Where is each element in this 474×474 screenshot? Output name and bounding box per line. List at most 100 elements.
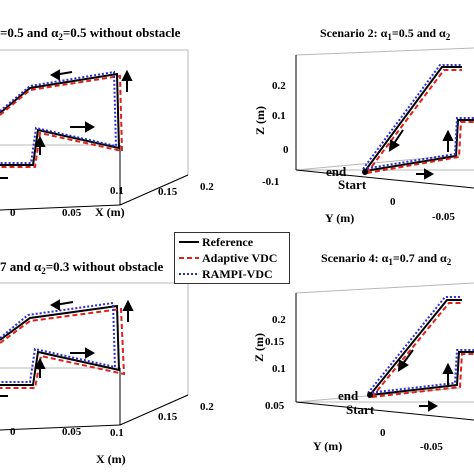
tspan-mark: 1: [388, 257, 393, 267]
panel-2: Scenario 2: α1=0.5 and α2: [253, 26, 474, 225]
p4-rmp-2: [367, 349, 474, 394]
p4-start-point: [367, 392, 373, 398]
p3-xtick-1: 0.1: [110, 427, 124, 439]
line-mark: [119, 394, 189, 426]
polygon-mark: [85, 347, 96, 359]
p2-ytick-0: 0: [390, 196, 396, 208]
line-mark: [0, 204, 121, 211]
p4-ytick-1: -0.05: [420, 441, 443, 453]
tspan-mark: 1: [387, 32, 392, 42]
panel-4-arrows: [397, 349, 454, 412]
p4-ztick-3: 0.05: [265, 400, 285, 412]
p2-rmp: [362, 64, 462, 170]
p1-ytick-0: 0: [10, 207, 16, 219]
p1-xlabel: X (m): [95, 205, 125, 219]
panel-2-axis: [295, 55, 474, 189]
panel-3-ticks: 0 0.05 0.1 0.15 0.2 X (m): [10, 401, 214, 466]
p4-rmp: [367, 296, 462, 394]
line-mark: [295, 401, 474, 421]
tspan-mark: =0.3 without obstacle: [46, 259, 164, 274]
p4-ztick-0: 0.2: [272, 314, 286, 326]
polygon-mark: [122, 299, 134, 311]
panel-3-arrows: [0, 299, 134, 397]
panel-3-box: [0, 282, 189, 426]
p2-ref: [364, 66, 462, 172]
line-mark: [119, 174, 189, 206]
line-mark: [295, 154, 461, 171]
tspan-mark: 2: [58, 32, 63, 42]
panel-2-arrows: [388, 129, 454, 180]
panel-3-axis: [0, 368, 189, 431]
panel-4-paths: [367, 296, 474, 398]
p4-start-label: Start: [346, 402, 375, 417]
polygon-mark: [121, 69, 133, 81]
p3-rampi-line: [0, 301, 117, 383]
p2-adp: [366, 69, 462, 174]
panel-1-axis: [0, 145, 189, 211]
p4-ylabel: Y (m): [313, 439, 342, 453]
p1-xtick-2: 0.15: [158, 186, 178, 198]
line-mark: [295, 282, 474, 294]
p2-zlabel: Z (m): [253, 106, 267, 135]
p3-xtick-0: 0.05: [62, 426, 82, 438]
legend: Reference Adaptive VDC RAMPI-VDC: [174, 232, 290, 284]
polygon-mark: [85, 121, 96, 133]
legend-label-reference: Reference: [202, 235, 254, 249]
tspan-mark: =0.5 without obstacle: [63, 25, 181, 40]
p2-ztick-0: 0.2: [272, 80, 286, 92]
p2-ztick-2: 0: [283, 144, 289, 156]
p3-xlabel: X (m): [96, 452, 126, 466]
p4-adp: [371, 302, 462, 398]
polygon-mark: [49, 299, 60, 311]
legend-svg: Reference Adaptive VDC RAMPI-VDC: [179, 235, 277, 281]
panel-2-paths-real: [362, 64, 474, 174]
panel-4-title: Scenario 4: α1=0.7 and α2: [321, 251, 452, 267]
p4-ref-2: [369, 351, 474, 396]
p4-end-label: end: [338, 388, 359, 403]
p4-ytick-0: 0: [380, 427, 386, 439]
p4-adp-2: [371, 353, 474, 398]
line-mark: [295, 169, 474, 189]
panel-3-paths: [0, 301, 126, 389]
p2-ytick-1: -0.05: [432, 211, 455, 223]
p1-xtick-1: 0.1: [110, 185, 124, 197]
p3-xtick-3: 0.2: [200, 401, 214, 413]
panel-4-ticks: 0.2 0.15 0.1 0.05 Z (m) 0 -0.05 Y (m) en…: [252, 314, 443, 453]
panel-3: 7 and α2=0.3 without obstacle 0 0: [0, 259, 214, 466]
panel-1-title: =0.5 and α2=0.5 without obstacle: [0, 25, 181, 42]
polygon-mark: [442, 129, 454, 141]
line-mark: [295, 47, 474, 56]
line-mark: [0, 424, 121, 431]
panel-1: =0.5 and α2=0.5 without obstacle: [0, 25, 214, 219]
legend-label-adaptive: Adaptive VDC: [202, 251, 277, 265]
polygon-mark: [424, 168, 435, 180]
p2-end-label: end: [326, 164, 347, 179]
panel-4-axis: [295, 293, 474, 421]
panel-3-title: 7 and α2=0.3 without obstacle: [0, 259, 163, 276]
tspan-mark: =0.5 and α: [0, 25, 59, 40]
tspan-mark: 2: [41, 266, 46, 276]
p2-ztick-3: -0.1: [262, 176, 279, 188]
tspan-mark: 2: [446, 32, 451, 42]
p2-rmp-2: [362, 117, 474, 170]
polygon-mark: [388, 139, 400, 152]
legend-label-rampi: RAMPI-VDC: [202, 267, 273, 281]
p4-ref: [369, 299, 462, 396]
polygon-mark: [442, 362, 454, 374]
p1-reference-line: [0, 72, 121, 166]
panel-1-ticks: 0 0.05 0.1 0.15 0.2 X (m): [10, 181, 214, 219]
tspan-mark: 7 and α: [0, 259, 42, 274]
polygon-mark: [34, 357, 46, 369]
p4-ztick-2: 0.1: [272, 363, 286, 375]
polygon-mark: [34, 135, 46, 147]
tspan-mark: Scenario 2: α: [320, 26, 388, 40]
p4-zlabel: Z (m): [252, 333, 266, 362]
p1-xtick-3: 0.2: [200, 181, 214, 193]
p2-ztick-1: 0.1: [272, 110, 286, 122]
tspan-mark: 2: [447, 257, 452, 267]
p3-xtick-2: 0.15: [158, 411, 178, 423]
panel-2-title: Scenario 2: α1=0.5 and α2: [320, 26, 451, 42]
p3-ytick-0: 0: [10, 426, 16, 438]
tspan-mark: =0.7 and α: [393, 251, 447, 265]
